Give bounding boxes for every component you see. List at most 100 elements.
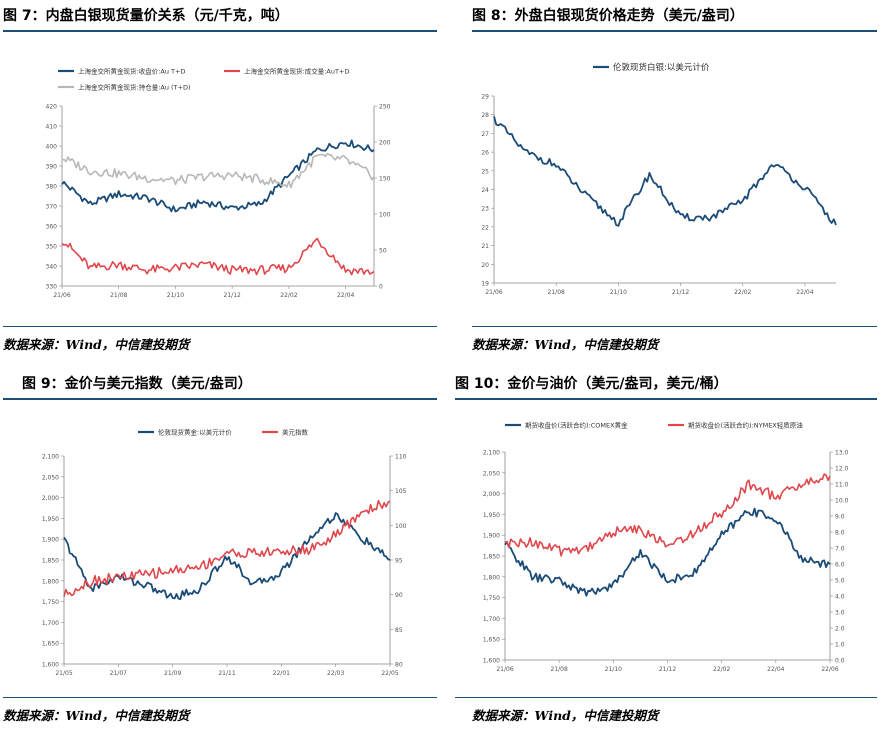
chart1-xtick-label: 22/02 <box>280 292 297 299</box>
chart1-xtick-label: 21/06 <box>53 292 70 299</box>
chart1-series-line-3 <box>61 152 375 189</box>
chart4-xtick-label: 22/02 <box>713 666 730 673</box>
chart1-series-line-2 <box>61 237 375 276</box>
chart3-xtick-label: 22/01 <box>273 670 290 677</box>
figure-10-title: 图 10：金价与油价（美元/盎司，美元/桶） <box>455 376 728 392</box>
figure-10-bottom-rule <box>455 697 877 698</box>
chart3-xtick-label: 21/11 <box>218 670 235 677</box>
chart4-legend-2-label: 期货收盘价(活跃合约):NYMEX轻质原油 <box>688 421 803 430</box>
chart3-ytick-label-left: 1,800 <box>42 578 59 585</box>
chart1-xtick-label: 21/12 <box>224 292 241 299</box>
chart1-ytick-label-left: 340 <box>46 264 58 271</box>
chart1-ytick-label-right: 150 <box>379 176 391 183</box>
chart1-ytick-label-right: 200 <box>379 140 391 147</box>
chart4-series-line-2 <box>504 473 831 557</box>
chart1-ytick-label-left: 390 <box>46 164 58 171</box>
chart2-xtick-label: 21/10 <box>610 289 627 296</box>
chart3-ytick-label-left: 1,900 <box>42 537 59 544</box>
chart4-ytick-label-right: 6.0 <box>835 562 845 569</box>
chart4-ytick-label-left: 1,650 <box>483 637 500 644</box>
chart2-xtick-label: 22/02 <box>734 289 751 296</box>
chart1-ytick-label-left: 350 <box>46 244 58 251</box>
chart1-ytick-label-right: 250 <box>379 104 391 111</box>
chart4-ytick-label-left: 1,600 <box>483 658 500 665</box>
figure-8-title-rule <box>472 30 877 32</box>
chart3-ytick-label-left: 1,950 <box>42 516 59 523</box>
chart1-xtick-label: 21/08 <box>110 292 127 299</box>
chart1-ytick-label-right: 0 <box>379 284 383 291</box>
chart2-xtick-label: 21/08 <box>548 289 565 296</box>
chart4-ytick-label-right: 12.0 <box>835 466 849 473</box>
chart3-ytick-label-left: 1,650 <box>42 641 59 648</box>
chart3-ytick-label-right: 100 <box>395 523 407 530</box>
chart1-ytick-label-left: 360 <box>46 224 58 231</box>
chart2-xtick-label: 21/06 <box>485 289 502 296</box>
chart3-ytick-label-right: 95 <box>395 558 403 565</box>
chart3-xtick-label: 22/05 <box>381 670 398 677</box>
chart2-series-line-1 <box>493 116 837 227</box>
chart3-ytick-label-left: 1,750 <box>42 599 59 606</box>
figure-7-title-rule <box>3 30 437 32</box>
chart2-ytick-label-left: 24 <box>481 187 489 194</box>
chart4-xtick-label: 22/04 <box>767 666 784 673</box>
chart2-legend-1-label: 伦敦现货白银:以美元计价 <box>613 62 710 73</box>
chart1-ytick-label-left: 380 <box>46 184 58 191</box>
figure-8-bottom-rule <box>472 326 877 327</box>
chart1-ytick-label-left: 370 <box>46 204 58 211</box>
chart4-ytick-label-left: 2,050 <box>483 470 500 477</box>
chart3-ytick-label-left: 1,600 <box>42 662 59 669</box>
figure-8-title: 图 8：外盘白银现货价格走势（美元/盎司） <box>472 8 744 24</box>
chart3-ytick-label-left: 2,100 <box>42 454 59 461</box>
chart1-series-line-1 <box>61 139 375 213</box>
chart2-ytick-label-left: 28 <box>481 112 489 119</box>
chart4-ytick-label-right: 2.0 <box>835 626 845 633</box>
chart4-xtick-label: 22/06 <box>821 666 838 673</box>
chart3-xtick-label: 21/09 <box>164 670 181 677</box>
chart4-series-line-1 <box>504 507 831 597</box>
chart3-series-line-2 <box>63 499 391 597</box>
chart4-xtick-label: 21/06 <box>496 666 513 673</box>
chart4-ytick-label-right: 0.0 <box>835 658 845 665</box>
chart1-ytick-label-right: 50 <box>379 248 387 255</box>
chart2-ytick-label-left: 22 <box>481 224 489 231</box>
figure-10-source: 数据来源：Wind，中信建投期货 <box>472 708 659 723</box>
chart1-xtick-label: 21/10 <box>167 292 184 299</box>
chart3-ytick-label-right: 105 <box>395 488 407 495</box>
chart2-ytick-label-left: 29 <box>481 94 489 101</box>
chart3-xtick-label: 21/07 <box>110 670 127 677</box>
figure-7-source: 数据来源：Wind，中信建投期货 <box>3 337 190 352</box>
chart1-xtick-label: 22/04 <box>337 292 354 299</box>
chart4-ytick-label-left: 1,800 <box>483 574 500 581</box>
chart4-xtick-label: 21/08 <box>551 666 568 673</box>
chart3-ytick-label-left: 1,700 <box>42 620 59 627</box>
chart3-ytick-label-right: 80 <box>395 662 403 669</box>
chart1-legend-3-label: 上海金交所黄金现货:持仓量:Au (T+D) <box>78 83 191 92</box>
chart4-ytick-label-left: 2,000 <box>483 491 500 498</box>
chart1-legend-2-label: 上海金交所黄金现货:成交量:AuT+D <box>244 67 349 76</box>
chart3-ytick-label-left: 2,050 <box>42 474 59 481</box>
figure-10-title-rule <box>455 398 877 400</box>
chart4-ytick-label-right: 9.0 <box>835 514 845 521</box>
chart3-ytick-label-right: 110 <box>395 454 407 461</box>
chart2-ytick-label-left: 21 <box>481 243 489 250</box>
chart2-ytick-label-left: 26 <box>481 150 489 157</box>
chart3-legend-2-label: 美元指数 <box>282 428 309 437</box>
chart4-ytick-label-right: 11.0 <box>835 482 849 489</box>
chart4-ytick-label-right: 1.0 <box>835 642 845 649</box>
chart1-ytick-label-right: 100 <box>379 212 391 219</box>
chart4-ytick-label-right: 13.0 <box>835 450 849 457</box>
chart2-ytick-label-left: 20 <box>481 262 489 269</box>
chart3-xtick-label: 22/03 <box>327 670 344 677</box>
chart3-series-line-1 <box>63 512 391 600</box>
figure-9-title: 图 9：金价与美元指数（美元/盎司） <box>22 376 252 392</box>
chart3-ytick-label-left: 1,850 <box>42 558 59 565</box>
chart4-ytick-label-left: 1,950 <box>483 512 500 519</box>
chart2-ytick-label-left: 25 <box>481 168 489 175</box>
chart1-ytick-label-left: 410 <box>46 124 58 131</box>
figure-7-title: 图 7：内盘白银现货量价关系（元/千克，吨） <box>3 8 289 24</box>
chart4-ytick-label-left: 1,700 <box>483 616 500 623</box>
chart4-ytick-label-left: 2,100 <box>483 450 500 457</box>
chart2-xtick-label: 21/12 <box>672 289 689 296</box>
chart4-ytick-label-left: 1,750 <box>483 595 500 602</box>
